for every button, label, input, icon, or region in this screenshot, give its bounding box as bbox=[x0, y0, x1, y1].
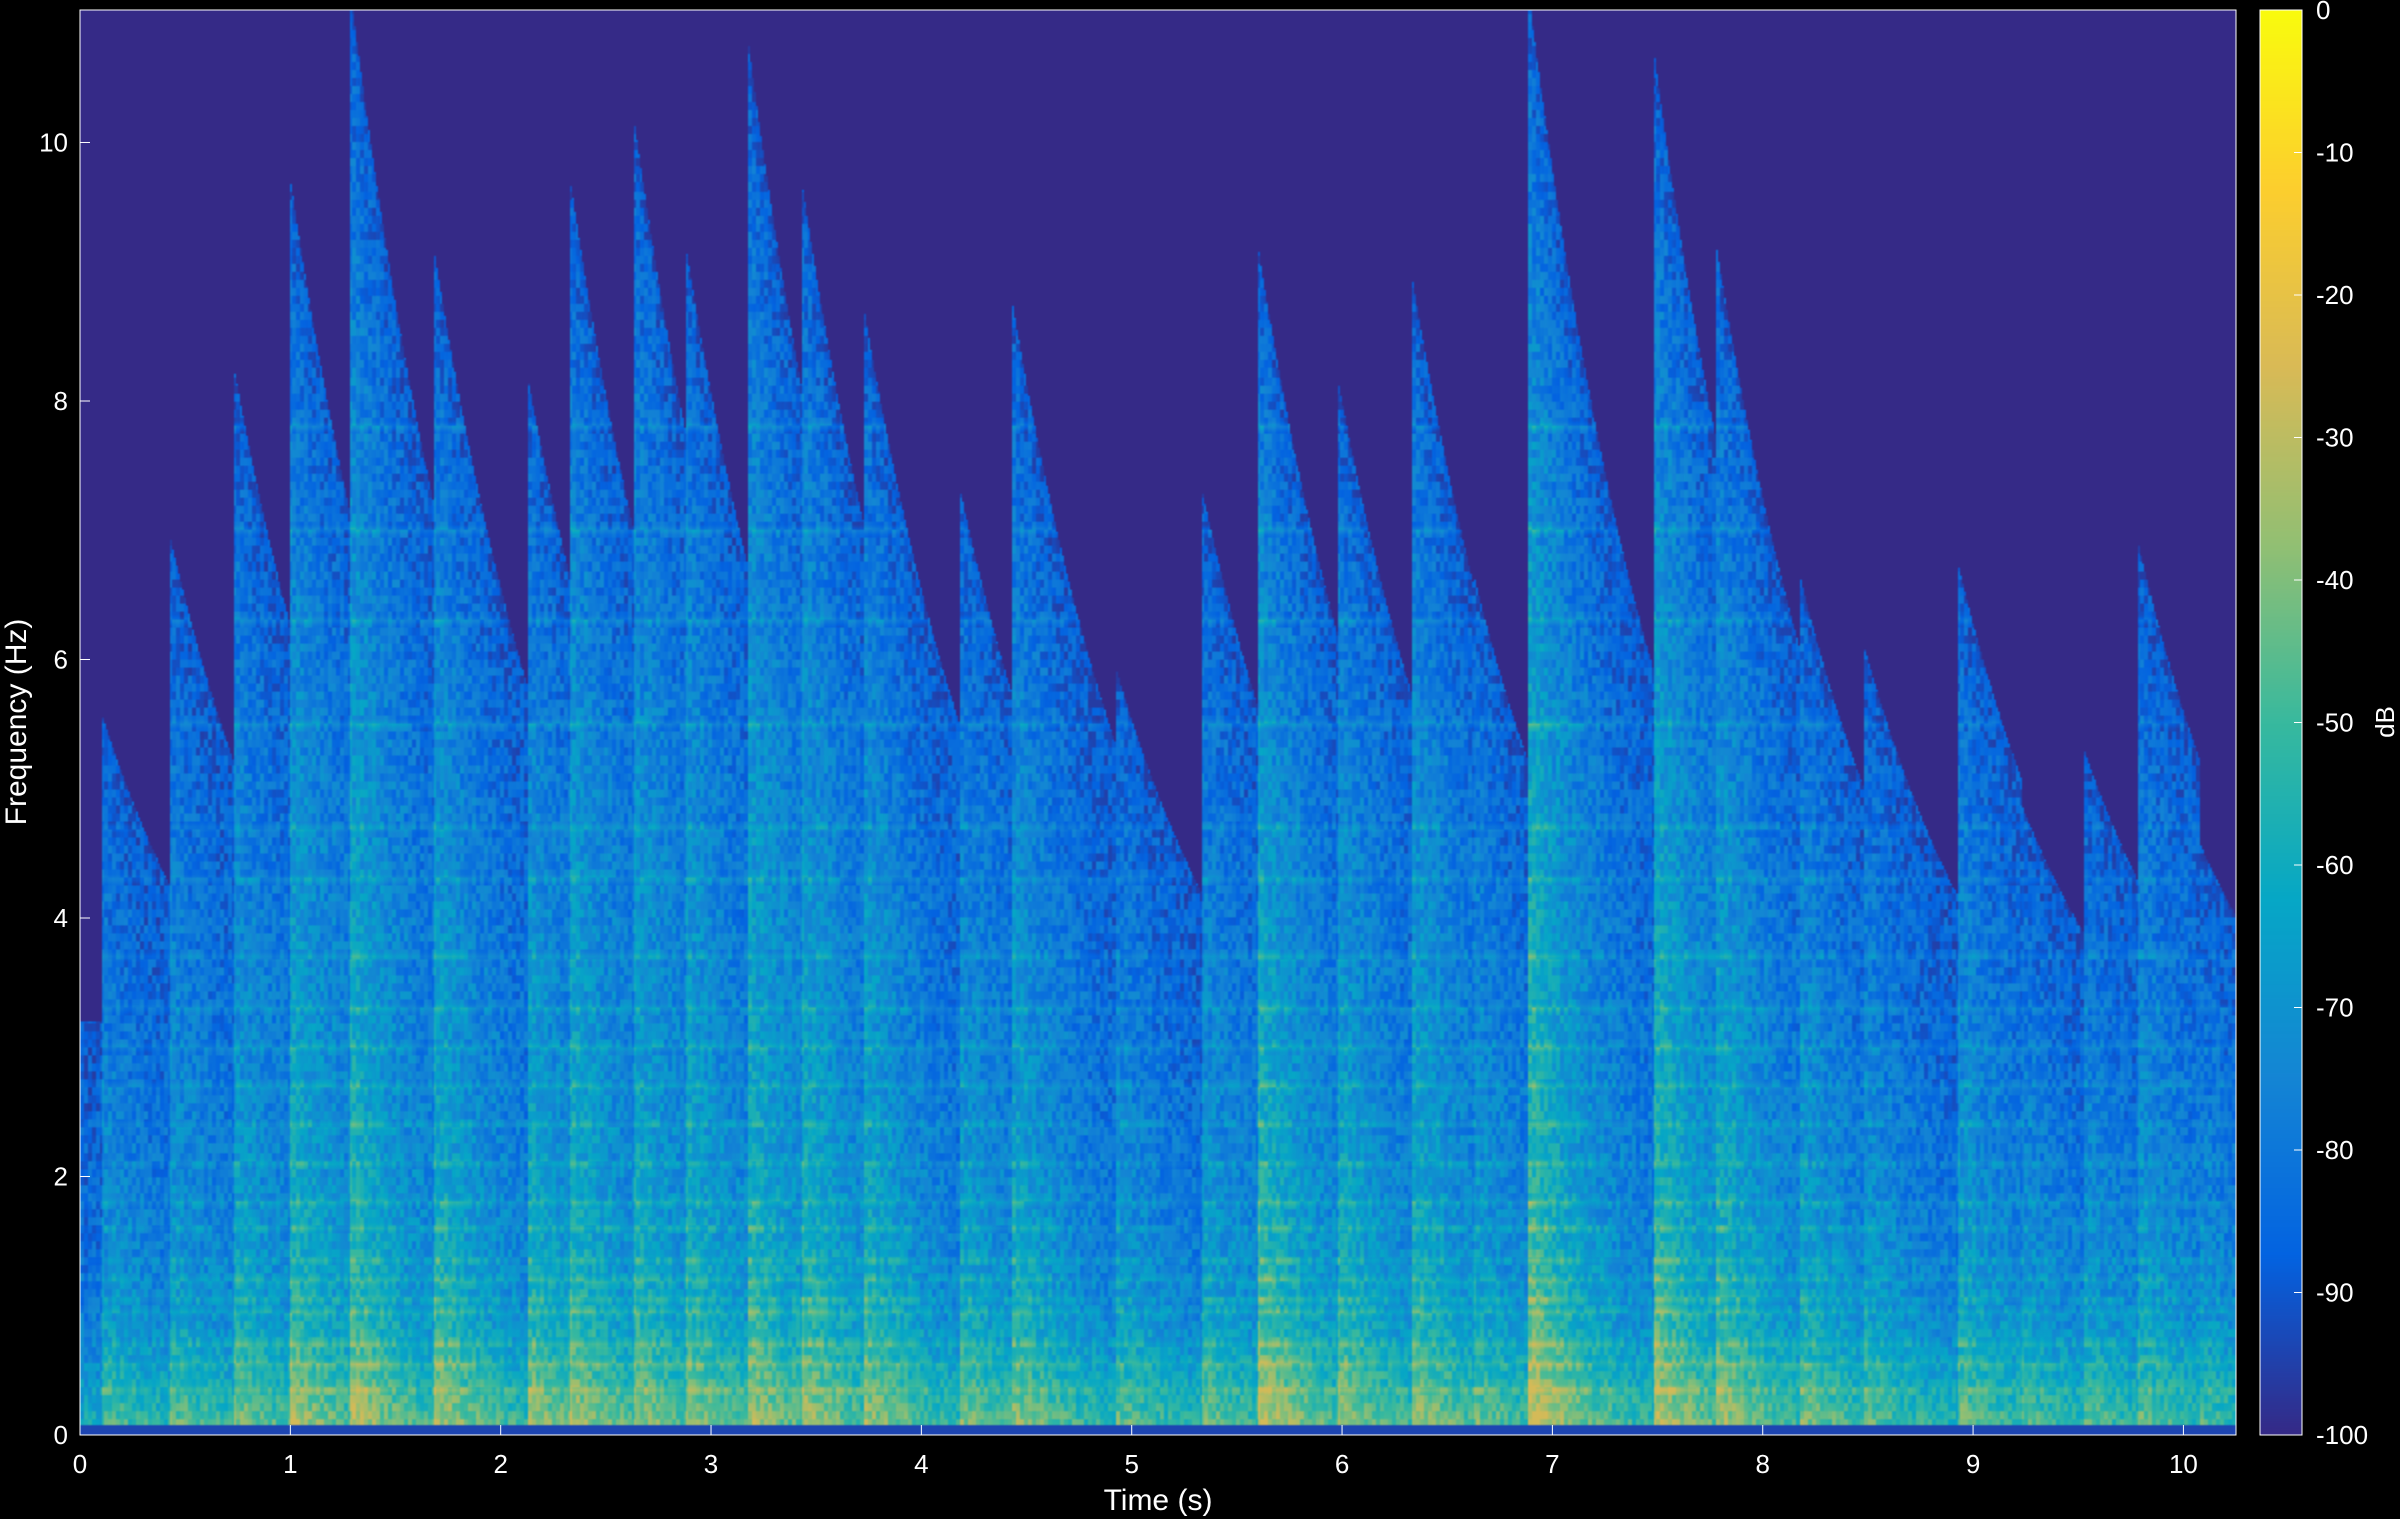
y-tick-label: 10 bbox=[39, 127, 68, 157]
colorbar-tick-label: 0 bbox=[2316, 0, 2330, 25]
x-tick-label: 7 bbox=[1545, 1449, 1559, 1479]
colorbar-tick-label: -80 bbox=[2316, 1135, 2354, 1165]
x-tick-label: 0 bbox=[73, 1449, 87, 1479]
colorbar-tick-label: -50 bbox=[2316, 708, 2354, 738]
x-axis-label: Time (s) bbox=[1104, 1484, 1213, 1517]
y-tick-label: 6 bbox=[54, 644, 68, 674]
x-tick-label: 6 bbox=[1335, 1449, 1349, 1479]
colorbar-axis: 0 -10 -20 -30 -40 -50 -60 -70 -80 -90 -100 bbox=[2294, 0, 2368, 1450]
y-tick-label: 8 bbox=[54, 386, 68, 416]
colorbar-tick-label: -30 bbox=[2316, 423, 2354, 453]
x-tick-label: 4 bbox=[914, 1449, 928, 1479]
x-tick-label: 3 bbox=[704, 1449, 718, 1479]
x-axis: 0 1 2 3 4 5 6 7 8 9 10 bbox=[73, 1425, 2198, 1479]
colorbar-tick-label: -90 bbox=[2316, 1278, 2354, 1308]
y-tick-label: 4 bbox=[54, 903, 68, 933]
x-tick-label: 10 bbox=[2169, 1449, 2198, 1479]
x-tick-label: 5 bbox=[1124, 1449, 1138, 1479]
x-tick-label: 1 bbox=[283, 1449, 297, 1479]
colorbar-tick-label: -60 bbox=[2316, 850, 2354, 880]
colorbar-label: dB bbox=[2370, 706, 2400, 738]
colorbar-tick-label: -20 bbox=[2316, 280, 2354, 310]
y-axis: 0 2 4 6 8 10 bbox=[39, 127, 90, 1450]
colorbar-tick-label: -100 bbox=[2316, 1420, 2368, 1450]
spectrogram-heatmap bbox=[80, 10, 2236, 1435]
colorbar-tick-label: -40 bbox=[2316, 565, 2354, 595]
y-axis-label: Frequency (Hz) bbox=[0, 619, 33, 826]
x-tick-label: 9 bbox=[1966, 1449, 1980, 1479]
x-tick-label: 8 bbox=[1755, 1449, 1769, 1479]
colorbar-tick-label: -70 bbox=[2316, 993, 2354, 1023]
plot-frame bbox=[79, 9, 2237, 1436]
colorbar-tick-label: -10 bbox=[2316, 138, 2354, 168]
y-tick-label: 2 bbox=[54, 1161, 68, 1191]
y-tick-label: 0 bbox=[54, 1420, 68, 1450]
x-tick-label: 2 bbox=[493, 1449, 507, 1479]
